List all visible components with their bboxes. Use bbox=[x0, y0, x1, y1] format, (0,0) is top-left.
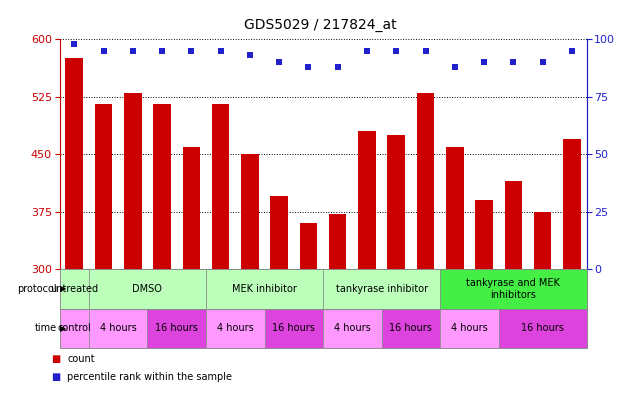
Text: ▶: ▶ bbox=[60, 285, 67, 293]
Text: ■: ■ bbox=[51, 354, 60, 364]
Point bbox=[450, 64, 460, 70]
Text: 16 hours: 16 hours bbox=[390, 323, 432, 333]
Point bbox=[420, 48, 431, 54]
Text: untreated: untreated bbox=[50, 284, 98, 294]
Text: ■: ■ bbox=[51, 372, 60, 382]
Point bbox=[303, 64, 313, 70]
Point bbox=[567, 48, 577, 54]
Bar bbox=[387, 135, 405, 269]
Bar bbox=[475, 200, 493, 269]
Text: protocol: protocol bbox=[17, 284, 56, 294]
Bar bbox=[446, 147, 463, 269]
Point bbox=[187, 48, 197, 54]
Bar bbox=[299, 223, 317, 269]
Bar bbox=[241, 154, 259, 269]
Point bbox=[245, 52, 255, 59]
Point bbox=[391, 48, 401, 54]
Bar bbox=[212, 105, 229, 269]
Text: tankyrase and MEK
inhibitors: tankyrase and MEK inhibitors bbox=[467, 278, 560, 299]
Point bbox=[333, 64, 343, 70]
Point bbox=[215, 48, 226, 54]
Text: 4 hours: 4 hours bbox=[100, 323, 137, 333]
Text: percentile rank within the sample: percentile rank within the sample bbox=[67, 372, 232, 382]
Text: GDS5029 / 217824_at: GDS5029 / 217824_at bbox=[244, 18, 397, 32]
Text: DMSO: DMSO bbox=[133, 284, 162, 294]
Text: time: time bbox=[34, 323, 56, 333]
Point bbox=[508, 59, 519, 65]
Text: tankyrase inhibitor: tankyrase inhibitor bbox=[335, 284, 428, 294]
Bar bbox=[153, 105, 171, 269]
Text: MEK inhibitor: MEK inhibitor bbox=[232, 284, 297, 294]
Bar bbox=[329, 214, 347, 269]
Text: 4 hours: 4 hours bbox=[334, 323, 370, 333]
Point bbox=[69, 41, 79, 47]
Bar bbox=[534, 212, 551, 269]
Point bbox=[157, 48, 167, 54]
Point bbox=[362, 48, 372, 54]
Text: ▶: ▶ bbox=[60, 324, 67, 332]
Point bbox=[128, 48, 138, 54]
Text: 4 hours: 4 hours bbox=[217, 323, 254, 333]
Point bbox=[274, 59, 285, 65]
Text: count: count bbox=[67, 354, 95, 364]
Point bbox=[479, 59, 489, 65]
Bar bbox=[504, 181, 522, 269]
Text: 16 hours: 16 hours bbox=[521, 323, 564, 333]
Bar bbox=[271, 196, 288, 269]
Bar bbox=[358, 131, 376, 269]
Point bbox=[99, 48, 109, 54]
Text: 16 hours: 16 hours bbox=[272, 323, 315, 333]
Bar bbox=[563, 139, 581, 269]
Bar bbox=[95, 105, 112, 269]
Bar bbox=[183, 147, 200, 269]
Text: control: control bbox=[58, 323, 91, 333]
Text: 16 hours: 16 hours bbox=[155, 323, 198, 333]
Bar bbox=[124, 93, 142, 269]
Bar bbox=[65, 59, 83, 269]
Point bbox=[538, 59, 548, 65]
Text: 4 hours: 4 hours bbox=[451, 323, 488, 333]
Bar bbox=[417, 93, 435, 269]
